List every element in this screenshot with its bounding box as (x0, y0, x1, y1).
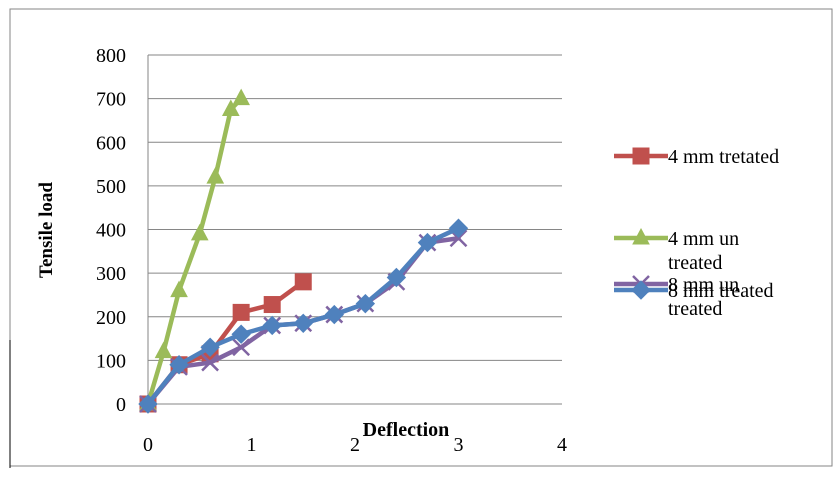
legend-label: 4 mm un (668, 228, 739, 250)
data-point (170, 280, 188, 298)
data-point (632, 147, 650, 165)
data-point-stroke (449, 229, 468, 248)
x-tick-label: 0 (143, 434, 153, 456)
data-point (448, 218, 469, 238)
x-tick-label: 2 (350, 434, 360, 456)
data-point (386, 267, 407, 288)
data-point (355, 293, 376, 314)
x-tick-label: 1 (247, 434, 257, 456)
legend-label: treated (668, 252, 722, 274)
y-tick-label: 100 (96, 350, 126, 372)
data-point (138, 394, 158, 414)
legend-item-3: 8 mm treated (614, 280, 774, 302)
data-point (232, 303, 250, 321)
data-point (232, 338, 251, 357)
legend-label: 4 mm tretated (668, 146, 779, 168)
data-point (201, 353, 219, 372)
x-axis-title: Deflection (363, 419, 450, 441)
data-point-stroke (232, 338, 251, 357)
y-tick-label: 200 (96, 307, 126, 329)
data-point (221, 99, 240, 117)
x-tick-label: 4 (557, 434, 567, 456)
x-tick-label: 3 (454, 434, 464, 456)
legend-label: 8 mm treated (668, 280, 774, 302)
data-point (631, 280, 651, 300)
y-axis-title: Tensile load (36, 182, 57, 278)
data-point (263, 296, 281, 314)
data-point (231, 324, 251, 344)
y-tick-label: 300 (96, 263, 126, 285)
legend-item-0: 4 mm tretated (614, 146, 779, 168)
series-3 (138, 218, 469, 414)
series-layer (138, 88, 469, 414)
data-point (206, 167, 225, 184)
axes: 0 100 200 300 400 500 600 700 800 0 1 2 3 4 (96, 45, 567, 456)
data-point (190, 223, 209, 241)
data-point (294, 273, 312, 291)
y-tick-label: 700 (96, 89, 126, 111)
axis-labels: Tensile load Deflection (36, 182, 449, 441)
legend-label: treated (668, 298, 722, 320)
y-tick-label: 400 (96, 220, 126, 242)
series-1 (139, 88, 250, 411)
data-point (232, 88, 250, 106)
data-point (632, 227, 650, 245)
data-point (200, 337, 220, 357)
data-point (417, 232, 438, 253)
data-point (293, 313, 313, 334)
data-point (169, 355, 189, 375)
data-point (154, 341, 173, 359)
data-point-stroke (201, 353, 219, 372)
data-point (262, 315, 282, 336)
y-tick-label: 500 (96, 176, 126, 198)
y-tick-label: 0 (116, 394, 126, 416)
legend-label: 8 mm un (668, 274, 739, 296)
data-point (324, 304, 345, 325)
y-tick-label: 600 (96, 132, 126, 154)
y-tick-label: 800 (96, 45, 126, 67)
